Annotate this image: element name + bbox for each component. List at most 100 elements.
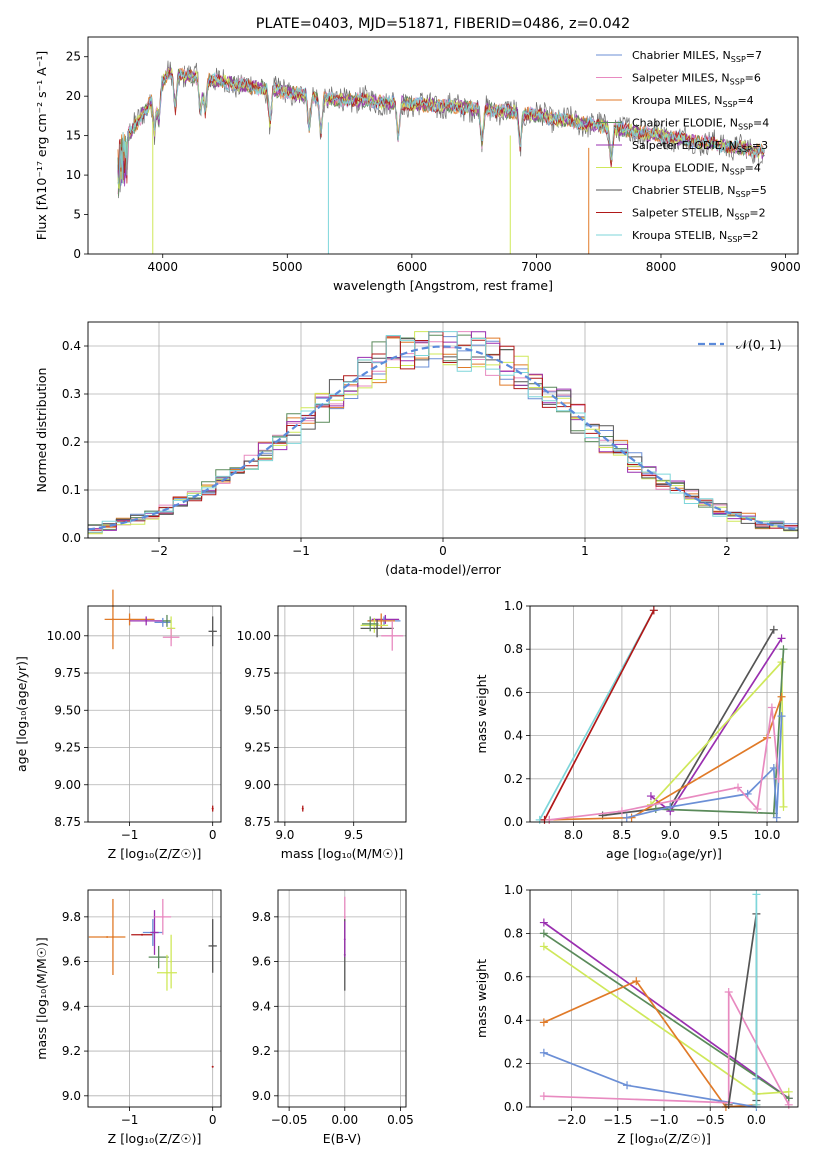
weight-marker xyxy=(539,918,548,927)
weight-line xyxy=(650,660,785,807)
data-point xyxy=(106,935,109,938)
y-axis-label: age [log₁₀(age/yr)] xyxy=(14,656,29,772)
data-point xyxy=(373,624,376,627)
legend-nssp-eq: = xyxy=(752,139,761,152)
y-tick-label: 0 xyxy=(73,247,81,261)
legend-entry: Salpeter STELIB, NSSP=2 xyxy=(632,207,766,222)
weight-marker xyxy=(769,764,778,772)
legend-nssp-eq: = xyxy=(749,207,758,220)
x-tick-label: −2 xyxy=(150,544,168,558)
weight-line xyxy=(727,913,758,1105)
weight-marker xyxy=(539,1048,548,1057)
x-axis-label: Z [log₁₀(Z/Z☉)] xyxy=(617,1131,711,1146)
legend-name: Chabrier MILES xyxy=(632,49,716,62)
weight-marker xyxy=(777,658,786,667)
legend-entry: 𝒩(0, 1) xyxy=(736,337,782,352)
weight-marker xyxy=(752,1100,761,1109)
data-point xyxy=(211,944,214,947)
weight-line xyxy=(655,649,785,815)
x-tick-label: 4000 xyxy=(147,260,178,274)
weight-marker xyxy=(784,1087,793,1096)
data-point xyxy=(369,622,372,625)
spectrum-panel: 4000 5000 6000 7000 8000 90000510152025wavele… xyxy=(34,36,801,293)
weight-marker xyxy=(767,703,776,712)
legend-nssp-value: 6 xyxy=(754,72,761,85)
data-point xyxy=(211,1065,214,1068)
weight-marker xyxy=(779,802,788,811)
x-tick-label: 9.5 xyxy=(344,828,363,842)
x-tick-label: 8.5 xyxy=(612,828,631,842)
weight-line xyxy=(543,1052,758,1109)
axes-frame xyxy=(277,605,407,823)
data-point xyxy=(301,807,304,810)
y-tick-label: 0.4 xyxy=(504,729,523,743)
spectrum-series xyxy=(117,69,765,185)
weight-marker xyxy=(777,634,786,643)
weight-marker xyxy=(784,1100,793,1109)
data-point xyxy=(111,935,114,938)
legend-name: Kroupa MILES xyxy=(632,94,707,107)
data-point xyxy=(141,933,144,936)
legend-nssp-value: 4 xyxy=(754,162,761,175)
y-tick-label: 9.25 xyxy=(54,741,81,755)
weight-marker xyxy=(779,645,788,654)
y-axis-label: mass [log₁₀(M/M☉)] xyxy=(34,937,49,1059)
x-tick-label: 9.0 xyxy=(661,828,680,842)
data-point xyxy=(391,634,394,637)
x-tick-label: 0.00 xyxy=(331,1113,358,1127)
weight-line xyxy=(543,921,790,1099)
x-tick-label: −1 xyxy=(292,544,310,558)
x-tick-label: 8000 xyxy=(646,260,677,274)
weight-marker xyxy=(539,1018,548,1027)
y-tick-label: 0.1 xyxy=(62,483,81,497)
legend-nssp-eq: = xyxy=(742,229,751,242)
x-tick-label: 0 xyxy=(209,828,217,842)
x-tick-label: −0.05 xyxy=(271,1113,308,1127)
data-point xyxy=(376,627,379,630)
data-point xyxy=(165,619,168,622)
axes-frame xyxy=(277,889,407,1108)
y-tick-label: 9.25 xyxy=(244,741,271,755)
y-tick-label: 9.6 xyxy=(252,955,271,969)
normal-curve xyxy=(87,345,799,531)
y-tick-label: 9.4 xyxy=(252,999,271,1013)
legend-nssp-eq: = xyxy=(753,117,762,130)
legend-nssp-subscript: SSP xyxy=(722,100,737,109)
legend-nssp-label: , N xyxy=(722,139,737,152)
x-axis-label: (data-model)/error xyxy=(385,562,502,577)
age-vs-mass-panel: 9.0 9.5 8.75 9.00 9.25 9.50 9.75 10.00 mass [log… xyxy=(237,605,407,861)
y-tick-label: 1.0 xyxy=(504,883,523,897)
y-tick-label: 0.3 xyxy=(62,387,81,401)
y-tick-label: 8.75 xyxy=(54,815,81,829)
weight-marker xyxy=(666,802,675,811)
legend-name: Chabrier ELODIE xyxy=(632,117,723,130)
weight-vs-age-panel: 8.0 8.5 9.0 9.5 10.0 0.0 0.2 0.4 0.6 0.8 1.0 age [l… xyxy=(474,599,799,861)
x-tick-label: 2 xyxy=(723,544,731,558)
x-tick-label: −1 xyxy=(121,828,139,842)
data-point xyxy=(343,938,346,941)
y-tick-label: 0.8 xyxy=(504,642,523,656)
y-tick-label: 15 xyxy=(66,129,81,143)
legend-nssp-subscript: SSP xyxy=(727,235,742,244)
y-axis-label: mass weight xyxy=(474,959,489,1038)
legend-nssp-label: , N xyxy=(723,117,738,130)
x-tick-label: 5000 xyxy=(272,260,303,274)
y-axis-label: mass weight xyxy=(474,674,489,753)
data-point xyxy=(145,619,148,622)
y-tick-label: 0.4 xyxy=(62,339,81,353)
weight-line xyxy=(543,980,757,1108)
weight-marker xyxy=(734,783,743,792)
legend-nssp-subscript: SSP xyxy=(737,145,752,154)
x-tick-label: −2.0 xyxy=(557,1113,586,1127)
weight-vs-metallicity-panel: −2.0 −1.5 −1.0 −0.5 0.0 0.0 0.2 0.4 0.6 0.8 1.0 Z [… xyxy=(474,883,799,1146)
legend-nssp-label: , N xyxy=(714,72,729,85)
weight-marker xyxy=(753,805,762,814)
legend-nssp-subscript: SSP xyxy=(736,190,751,199)
weight-marker xyxy=(724,1100,733,1109)
mass-vs-ebv-panel: −0.05 0.00 0.05 9.0 9.2 9.4 9.6 9.8 E(B-V) xyxy=(252,889,414,1146)
x-tick-label: −0.5 xyxy=(696,1113,725,1127)
x-tick-label: 0.05 xyxy=(387,1113,414,1127)
weight-marker xyxy=(545,815,554,824)
y-tick-label: 0.2 xyxy=(504,1057,523,1071)
